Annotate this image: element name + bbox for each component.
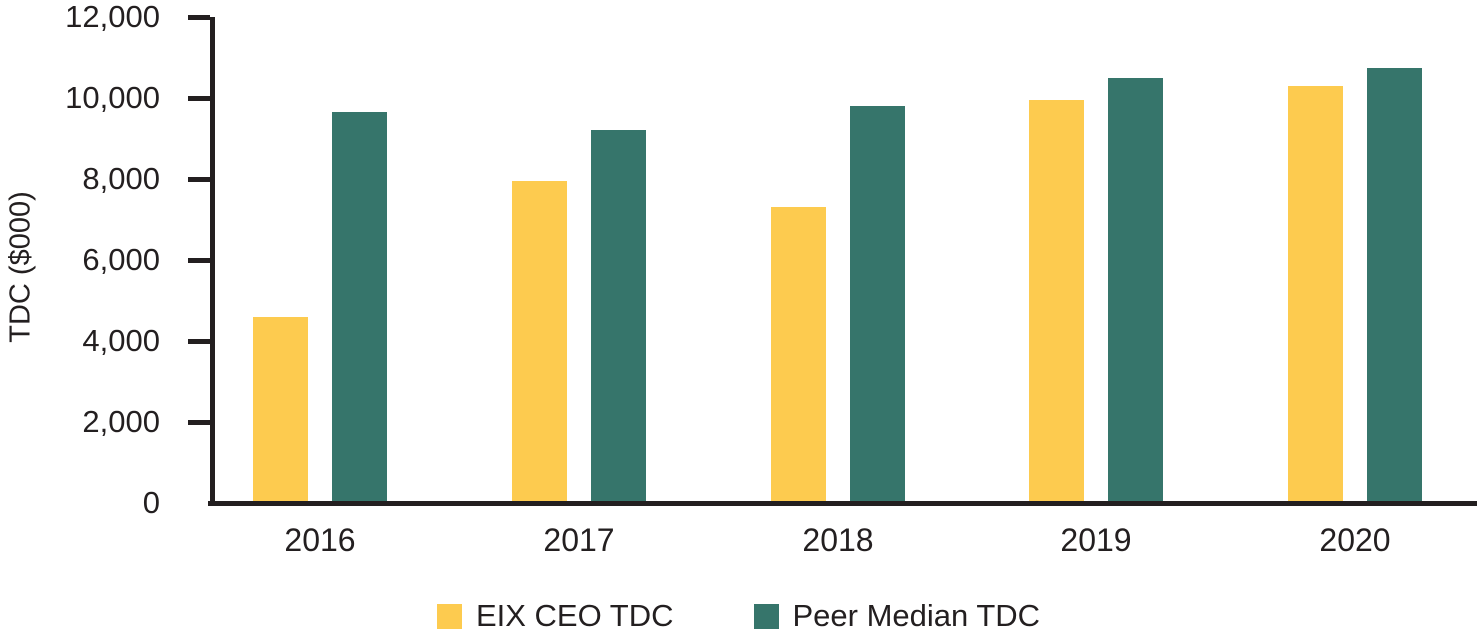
y-tick-label-0: 0 [142,485,160,520]
bar-eix-ceo-tdc-2016 [253,317,308,503]
legend: EIX CEO TDC Peer Median TDC [0,598,1477,634]
y-tick-label-8000: 8,000 [82,161,160,196]
x-axis-label-2019: 2019 [1060,522,1132,558]
bar-eix-ceo-tdc-2018 [771,207,826,503]
x-axis-label-2017: 2017 [543,522,615,558]
y-tick-label-4000: 4,000 [82,323,160,358]
y-tick-mark-6000 [188,257,210,263]
bar-eix-ceo-tdc-2020 [1288,86,1343,503]
bar-peer-median-tdc-2020 [1367,68,1422,503]
x-axis-label-2016: 2016 [284,522,356,558]
x-axis-line [208,501,1477,506]
y-tick-mark-10000 [188,95,210,101]
y-tick-mark-12000 [188,14,210,20]
bar-peer-median-tdc-2017 [591,130,646,503]
y-tick-label-6000: 6,000 [82,242,160,277]
y-tick-mark-8000 [188,176,210,182]
x-axis-label-2018: 2018 [802,522,874,558]
x-axis-label-2020: 2020 [1319,522,1391,558]
legend-item-peer-median-tdc: Peer Median TDC [753,598,1041,634]
y-tick-mark-4000 [188,338,210,344]
bar-eix-ceo-tdc-2019 [1029,100,1084,503]
bar-peer-median-tdc-2019 [1108,78,1163,503]
y-tick-label-10000: 10,000 [65,80,160,115]
bar-eix-ceo-tdc-2017 [512,181,567,503]
y-tick-label-12000: 12,000 [65,0,160,34]
legend-label-eix-ceo-tdc: EIX CEO TDC [475,598,674,633]
y-axis-line [210,17,215,506]
y-tick-mark-2000 [188,419,210,425]
legend-swatch-eix-ceo-tdc [436,603,462,629]
bar-peer-median-tdc-2018 [850,106,905,503]
plot-area: 0 2,000 4,000 6,000 8,000 10,000 12,000 2016 201… [65,1,1477,558]
legend-swatch-peer-median-tdc [753,603,779,629]
legend-label-peer-median-tdc: Peer Median TDC [792,598,1041,633]
y-tick-label-2000: 2,000 [82,404,160,439]
bar-peer-median-tdc-2016 [332,112,387,503]
legend-item-eix-ceo-tdc: EIX CEO TDC [436,598,674,634]
